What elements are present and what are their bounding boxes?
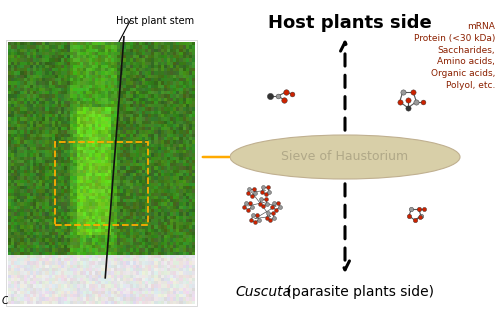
Text: Cuscuta: Cuscuta (235, 285, 291, 299)
Text: Cuscuta: Cuscuta (2, 296, 42, 306)
Text: Sieve of Haustorium: Sieve of Haustorium (282, 150, 408, 164)
Text: haustorium: haustorium (32, 296, 91, 306)
Ellipse shape (230, 135, 460, 179)
Text: mRNA
Protein (<30 kDa)
Saccharides,
Amino acids,
Organic acids,
Polyol, etc.: mRNA Protein (<30 kDa) Saccharides, Amin… (414, 22, 495, 90)
Text: Host plant stem: Host plant stem (116, 16, 194, 26)
Text: Host plants side: Host plants side (268, 14, 432, 32)
Bar (6, 40, 197, 306)
Text: (parasite plants side): (parasite plants side) (282, 285, 434, 299)
